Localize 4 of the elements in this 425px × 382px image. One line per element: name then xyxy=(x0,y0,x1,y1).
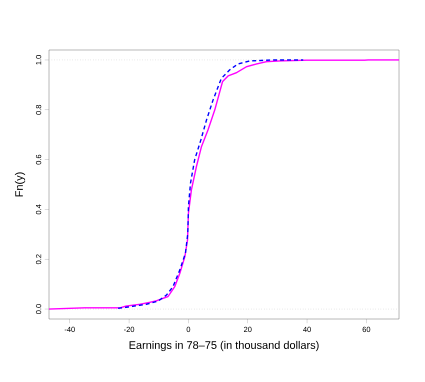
x-axis-title: Earnings in 78–75 (in thousand dollars) xyxy=(130,340,319,352)
line-series xyxy=(49,59,400,310)
y-axis-title: Fn(y) xyxy=(14,172,26,196)
line-series xyxy=(117,59,304,309)
